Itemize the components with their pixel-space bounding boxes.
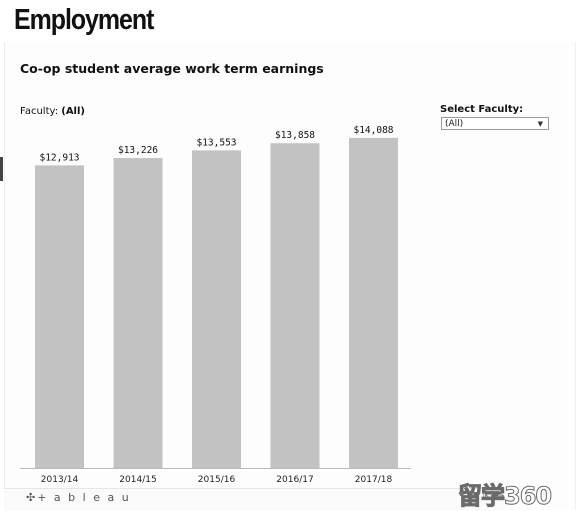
faculty-dropdown[interactable]: (All) ▼	[441, 117, 549, 130]
x-tick-2016/17: 2016/17	[276, 475, 313, 485]
bar-2013/14[interactable]	[35, 165, 84, 468]
x-tick-2017/18: 2017/18	[355, 475, 393, 485]
faculty-filter-label: Faculty: (All)	[20, 106, 85, 117]
tableau-logo-text: + a b l e a u	[37, 491, 131, 504]
faculty-dropdown-value: (All)	[445, 119, 464, 129]
bar-2016/17[interactable]	[270, 143, 320, 468]
tableau-footer	[4, 488, 504, 511]
bar-2014/15[interactable]	[113, 158, 163, 468]
data-label-2016/17: $13,858	[275, 130, 315, 141]
data-label-2013/14: $12,913	[39, 152, 79, 163]
side-tab-marker	[0, 157, 3, 181]
select-faculty-label: Select Faculty:	[440, 104, 524, 115]
data-label-2015/16: $13,553	[196, 137, 236, 148]
bar-2017/18[interactable]	[349, 137, 398, 468]
x-tick-2015/16: 2015/16	[198, 475, 236, 485]
faculty-label-text: Faculty:	[20, 106, 59, 117]
watermark-logo: 留学360	[457, 482, 552, 511]
faculty-label-value: (All)	[61, 106, 85, 117]
bar-2015/16[interactable]	[192, 150, 241, 468]
chevron-down-icon[interactable]: ▼	[537, 120, 543, 128]
tableau-logo[interactable]: ✣+ a b l e a u	[26, 491, 131, 504]
x-tick-2013/14: 2013/14	[41, 475, 79, 485]
tableau-cross-icon: ✣	[26, 491, 38, 504]
chart-title: Co-op student average work term earnings	[20, 61, 324, 76]
page-heading: Employment	[14, 4, 154, 36]
footer-toolbar-icons[interactable]: ⇄ ⇱ ✥	[470, 490, 505, 503]
data-label-2014/15: $13,226	[118, 145, 158, 156]
data-label-2017/18: $14,088	[353, 125, 393, 136]
x-tick-2014/15: 2014/15	[119, 475, 156, 485]
